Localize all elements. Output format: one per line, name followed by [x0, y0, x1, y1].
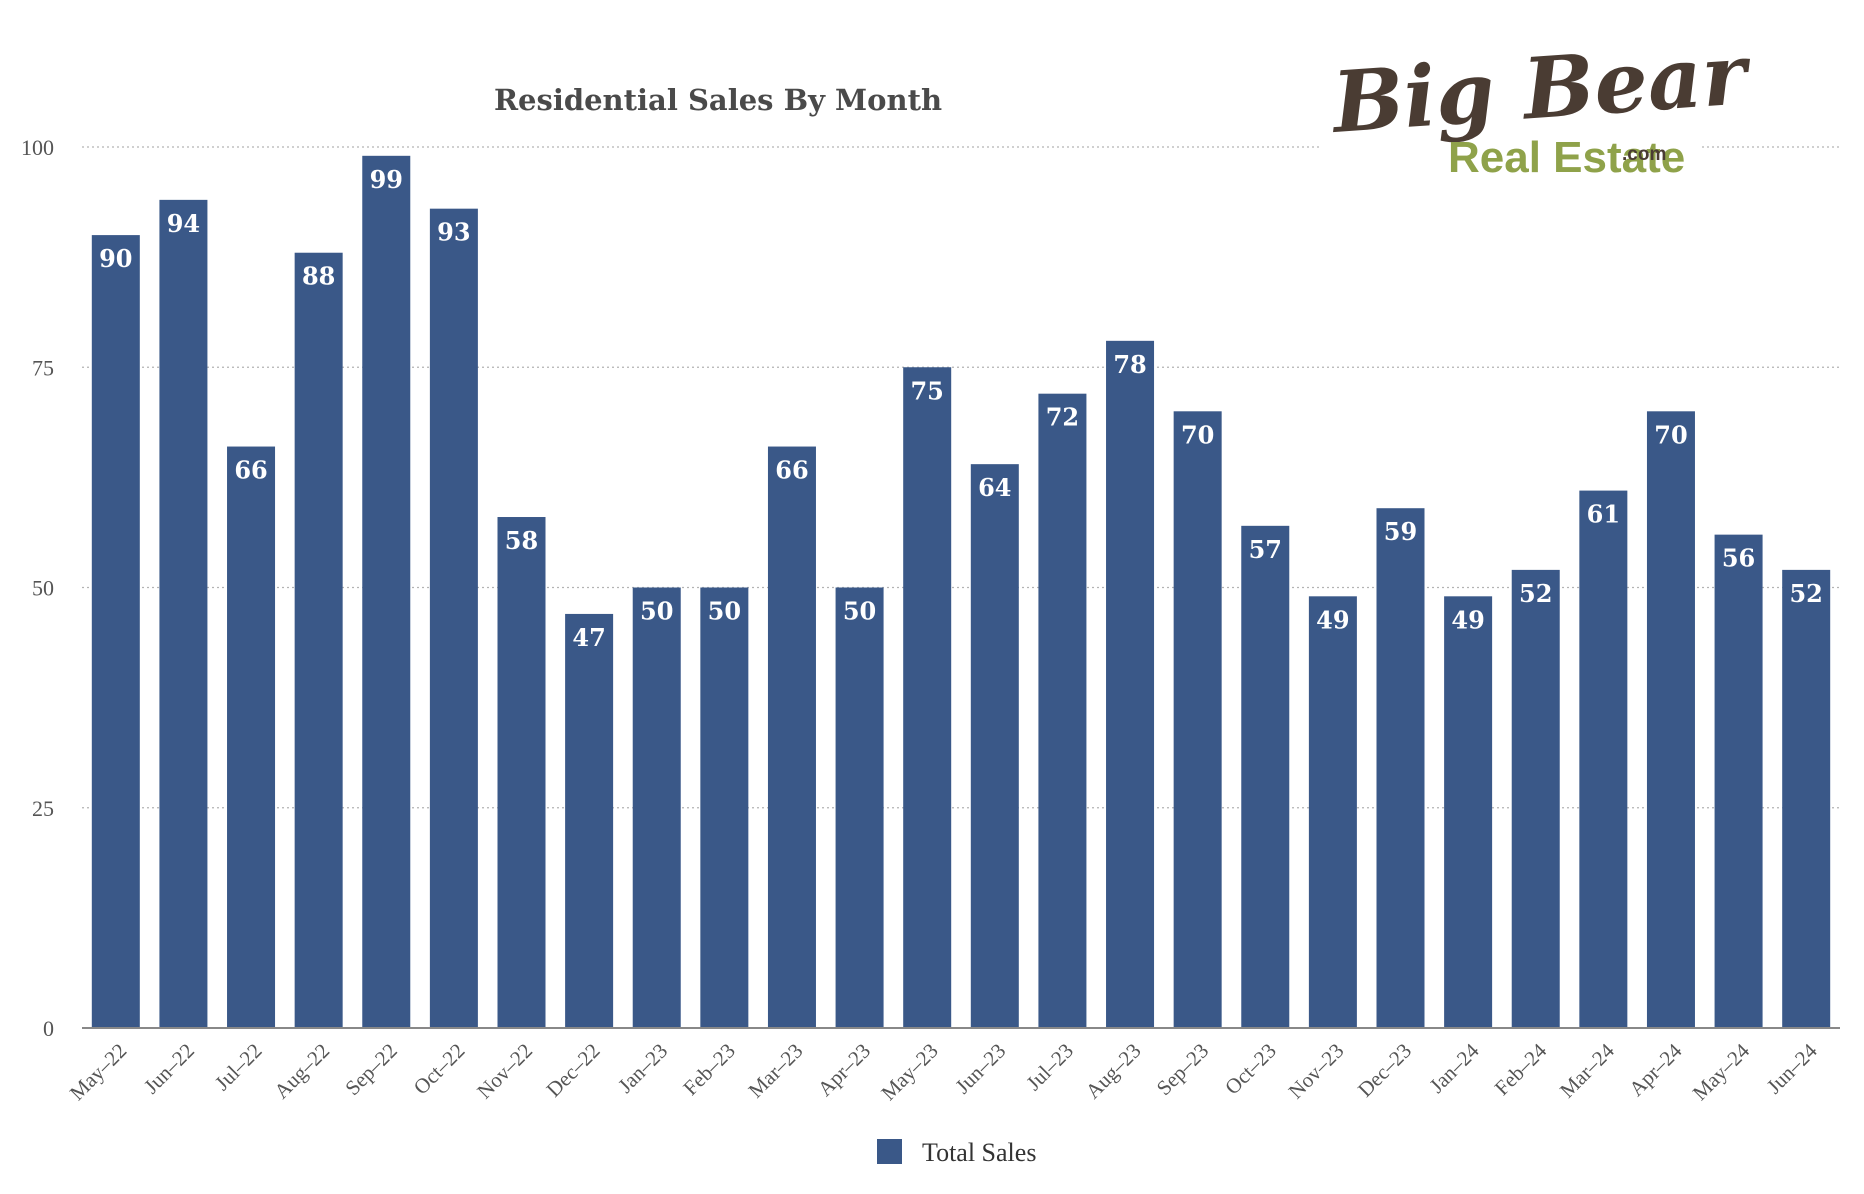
data-label: 49 [1451, 605, 1484, 634]
bar [294, 252, 343, 1029]
legend-swatch [877, 1139, 902, 1164]
y-tick-label: 0 [43, 1016, 54, 1041]
data-label: 61 [1587, 500, 1620, 529]
company-logo: Big Bear Real Estate .com [1320, 24, 1755, 185]
x-tick-label: Dec–22 [541, 1039, 604, 1102]
data-label: 99 [370, 165, 403, 194]
x-tick-label: Dec–23 [1353, 1039, 1416, 1102]
y-axis-ticks: 0 25 50 75 100 [21, 135, 54, 1041]
x-tick-label: May–22 [65, 1039, 131, 1105]
data-label: 58 [505, 526, 538, 555]
bar [1173, 411, 1222, 1028]
x-tick-label: Mar–24 [1555, 1038, 1619, 1102]
legend: Total Sales [877, 1138, 1036, 1167]
bar [1038, 393, 1087, 1028]
data-label: 52 [1519, 579, 1552, 608]
bar [1646, 411, 1695, 1028]
x-tick-label: Apr–24 [1624, 1038, 1687, 1101]
x-axis-ticks: May–22 Jun–22 Jul–22 Aug–22 Sep–22 Oct–22 Nov–… [65, 1038, 1822, 1105]
x-tick-label: Oct–23 [1220, 1039, 1281, 1100]
y-tick-label: 25 [32, 796, 54, 821]
data-label: 75 [910, 376, 943, 405]
data-label: 52 [1789, 579, 1822, 608]
bar [835, 587, 884, 1028]
data-label: 66 [234, 456, 267, 485]
data-label: 78 [1113, 350, 1146, 379]
x-tick-label: Mar–23 [744, 1039, 808, 1103]
bar [632, 587, 681, 1028]
bar [1376, 508, 1425, 1029]
x-tick-label: May–24 [1688, 1038, 1755, 1105]
bar [767, 446, 816, 1028]
x-tick-label: Jan–23 [613, 1039, 672, 1098]
data-label: 64 [978, 473, 1011, 502]
x-tick-label: Feb–23 [678, 1039, 740, 1101]
bar [903, 367, 952, 1028]
data-label: 66 [775, 456, 808, 485]
data-label: 72 [1046, 403, 1079, 432]
x-tick-label: Oct–22 [409, 1039, 470, 1100]
x-tick-label: Nov–22 [472, 1039, 537, 1104]
bar [362, 155, 411, 1028]
bar [1714, 534, 1763, 1028]
logo-line2: Real Estate [1448, 133, 1685, 182]
bar [1241, 525, 1290, 1028]
x-tick-label: Sep–22 [340, 1039, 402, 1101]
data-label: 49 [1316, 605, 1349, 634]
x-tick-label: Feb–24 [1490, 1038, 1552, 1100]
data-label: 59 [1384, 517, 1417, 546]
bar [565, 613, 614, 1028]
bar [497, 517, 546, 1028]
data-label: 70 [1181, 420, 1214, 449]
y-tick-label: 75 [32, 355, 54, 380]
bar [1444, 596, 1493, 1028]
bar [1308, 596, 1357, 1028]
data-label: 56 [1722, 544, 1755, 573]
data-label: 88 [302, 262, 335, 291]
x-tick-label: Jan–24 [1425, 1038, 1484, 1097]
data-labels: 90 94 66 88 99 93 58 47 50 50 66 50 75 64 72 78 70 57 49 59… [99, 165, 1823, 652]
y-tick-label: 50 [32, 576, 54, 601]
bar [1511, 569, 1560, 1028]
bar [429, 208, 478, 1029]
x-tick-label: Jun–24 [1762, 1038, 1822, 1098]
x-tick-label: Jun–23 [950, 1039, 1010, 1099]
legend-label: Total Sales [922, 1138, 1036, 1167]
x-tick-label: Aug–23 [1081, 1039, 1146, 1104]
bar [1782, 569, 1831, 1028]
x-tick-label: Jul–23 [1021, 1039, 1078, 1096]
logo-suffix: .com [1622, 144, 1666, 165]
data-label: 50 [843, 597, 876, 626]
x-tick-label: Jun–22 [139, 1039, 199, 1099]
data-label: 47 [572, 623, 605, 652]
chart-title: Residential Sales By Month [494, 83, 942, 117]
gridlines [82, 146, 1840, 809]
data-label: 90 [99, 244, 132, 273]
data-label: 70 [1654, 420, 1687, 449]
data-label: 57 [1249, 535, 1282, 564]
bar [227, 446, 276, 1028]
x-tick-label: Jul–22 [210, 1039, 267, 1096]
y-tick-label: 100 [21, 135, 54, 160]
data-label: 93 [437, 218, 470, 247]
bars [91, 155, 1831, 1029]
bar [1579, 490, 1628, 1029]
bar [970, 464, 1019, 1028]
bar [159, 199, 208, 1029]
data-label: 50 [708, 597, 741, 626]
logo-background [1320, 55, 1700, 185]
data-label: 94 [167, 209, 200, 238]
x-tick-label: Sep–23 [1152, 1039, 1214, 1101]
bar [700, 587, 749, 1028]
data-label: 50 [640, 597, 673, 626]
x-tick-label: Aug–22 [269, 1039, 334, 1104]
x-tick-label: May–23 [876, 1039, 942, 1105]
bar [91, 235, 140, 1029]
x-tick-label: Apr–23 [813, 1039, 875, 1101]
bar [1106, 340, 1155, 1028]
x-tick-label: Nov–23 [1284, 1039, 1349, 1104]
